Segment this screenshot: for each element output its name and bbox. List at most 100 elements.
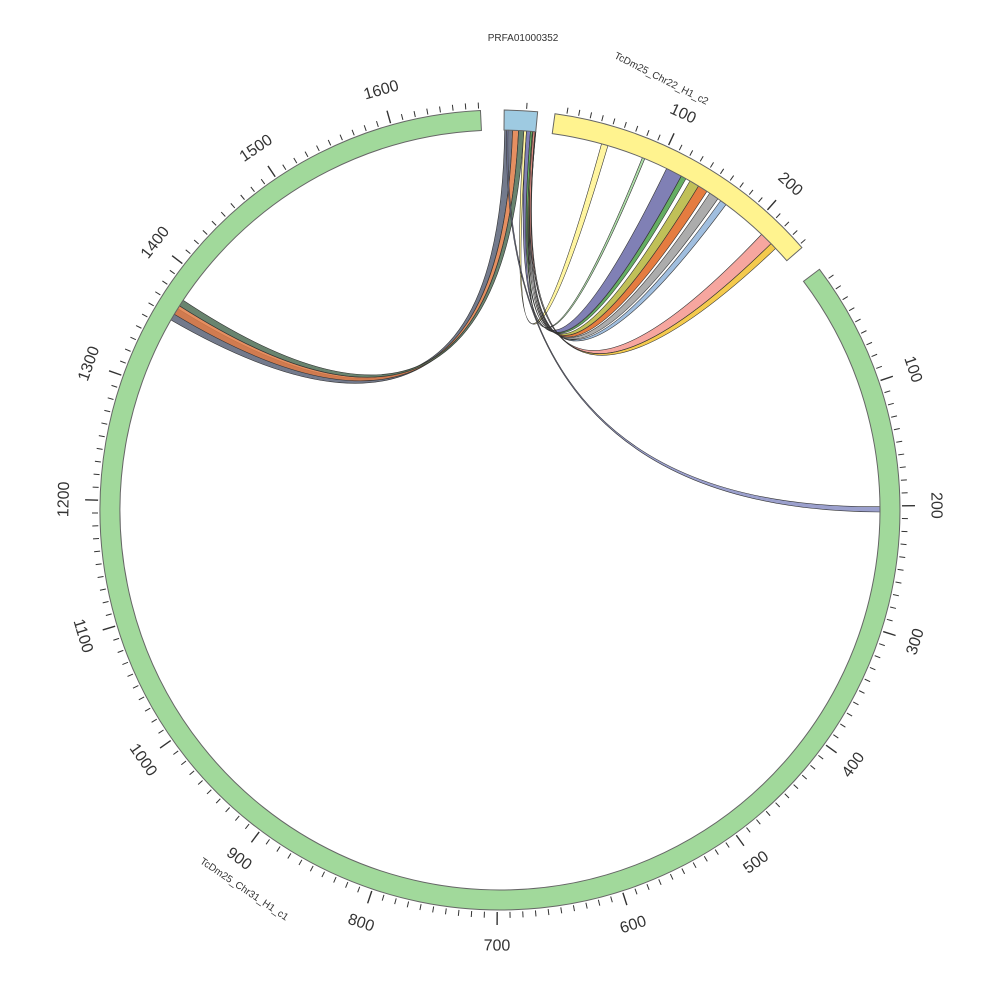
minor-tick — [111, 385, 117, 387]
minor-tick — [445, 908, 446, 914]
minor-tick — [679, 145, 682, 150]
minor-tick — [900, 467, 906, 468]
minor-tick — [658, 135, 660, 141]
minor-tick — [901, 544, 907, 545]
minor-tick — [836, 286, 841, 289]
tick-label: 1500 — [237, 131, 276, 165]
minor-tick — [896, 441, 902, 442]
minor-tick — [899, 557, 905, 558]
minor-tick — [241, 195, 245, 200]
minor-tick — [99, 436, 105, 437]
minor-tick — [794, 785, 798, 789]
minor-tick — [203, 230, 207, 234]
major-tick — [883, 632, 895, 636]
minor-tick — [843, 297, 848, 300]
minor-tick — [659, 879, 661, 885]
minor-tick — [746, 828, 750, 833]
minor-tick — [190, 771, 195, 775]
tick-label: 1200 — [55, 481, 73, 517]
major-tick — [669, 133, 674, 145]
minor-tick — [853, 702, 858, 705]
minor-tick — [611, 896, 613, 902]
minor-tick — [142, 314, 147, 317]
minor-tick — [884, 391, 890, 393]
minor-tick — [766, 811, 770, 815]
minor-tick — [758, 197, 762, 202]
minor-tick — [726, 843, 729, 848]
minor-tick — [749, 190, 753, 195]
minor-tick — [261, 179, 265, 184]
minor-tick — [103, 602, 109, 603]
minor-tick — [395, 898, 397, 904]
minor-tick — [898, 569, 904, 570]
minor-tick — [590, 112, 591, 118]
minor-tick — [876, 366, 882, 368]
minor-tick — [216, 799, 220, 803]
minor-tick — [859, 691, 864, 694]
minor-tick — [802, 775, 807, 779]
minor-tick — [879, 644, 885, 646]
minor-tick — [427, 109, 428, 115]
minor-tick — [414, 111, 415, 117]
minor-tick — [145, 708, 150, 711]
major-tick — [172, 256, 182, 264]
link-ribbon — [530, 131, 772, 353]
minor-tick — [647, 130, 649, 136]
minor-tick — [364, 125, 366, 131]
minor-tick — [317, 146, 320, 151]
minor-tick — [636, 126, 638, 132]
minor-tick — [149, 303, 154, 306]
minor-tick — [870, 667, 876, 669]
minor-tick — [94, 551, 100, 552]
tick-label: 200 — [927, 492, 944, 519]
minor-tick — [294, 158, 297, 163]
minor-tick — [710, 162, 713, 167]
minor-tick — [122, 662, 128, 664]
minor-tick — [740, 183, 744, 188]
minor-tick — [170, 270, 175, 274]
minor-tick — [299, 860, 302, 865]
minor-tick — [872, 354, 878, 356]
minor-tick — [598, 900, 599, 906]
minor-tick — [251, 187, 255, 192]
minor-tick — [561, 907, 562, 913]
minor-tick — [181, 761, 186, 765]
minor-tick — [328, 140, 331, 145]
minor-tick — [861, 331, 866, 334]
minor-tick — [277, 847, 280, 852]
minor-tick — [376, 121, 378, 127]
minor-tick — [407, 901, 408, 907]
minor-tick — [567, 108, 568, 114]
minor-tick — [139, 697, 144, 700]
minor-tick — [420, 904, 421, 910]
tick-label: 800 — [346, 911, 377, 936]
minor-tick — [887, 619, 893, 621]
minor-tick — [322, 872, 325, 877]
minor-tick — [682, 869, 685, 874]
minor-tick — [97, 448, 103, 449]
labels-layer: PRFA01000352100200TcDm25_Chr22_H1_c21002… — [55, 33, 944, 955]
major-tick — [736, 835, 744, 846]
minor-tick — [136, 326, 141, 329]
minor-tick — [586, 903, 587, 909]
minor-tick — [573, 905, 574, 911]
major-tick — [881, 376, 893, 380]
minor-tick — [433, 906, 434, 912]
minor-tick — [898, 454, 904, 455]
minor-tick — [865, 679, 870, 682]
tick-label: 600 — [618, 913, 649, 937]
minor-tick — [352, 130, 354, 136]
link-ribbon — [171, 130, 513, 383]
minor-tick — [198, 780, 202, 784]
minor-tick — [104, 410, 110, 411]
major-tick — [160, 741, 171, 748]
major-tick — [103, 626, 115, 630]
minor-tick — [101, 423, 107, 424]
minor-tick — [840, 724, 845, 727]
tick-label: 300 — [903, 626, 927, 657]
major-tick — [767, 200, 776, 210]
minor-tick — [894, 429, 900, 430]
minor-tick — [833, 735, 838, 738]
tick-label: 1000 — [126, 741, 160, 780]
tick-label: 100 — [900, 354, 925, 385]
